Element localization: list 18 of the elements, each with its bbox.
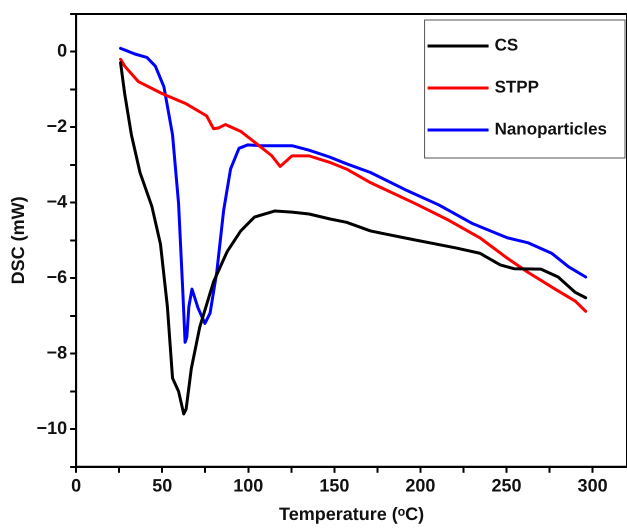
y-tick-label: 0 bbox=[57, 40, 68, 61]
x-tick-label: 100 bbox=[233, 476, 264, 496]
y-axis-title: DSC (mW) bbox=[8, 196, 28, 284]
x-axis-title: Temperature (ᵒC) bbox=[279, 504, 424, 524]
legend-label: Nanoparticles bbox=[494, 120, 608, 139]
x-tick-label: 150 bbox=[319, 476, 350, 496]
x-tick-label: 50 bbox=[152, 476, 172, 496]
legend-label: CS bbox=[494, 36, 518, 55]
x-tick-label: 0 bbox=[71, 476, 82, 496]
y-tick-label: −2 bbox=[46, 116, 68, 136]
legend-label: STPP bbox=[494, 78, 539, 97]
y-tick-label: −8 bbox=[46, 342, 68, 363]
y-tick-label: −6 bbox=[46, 267, 68, 288]
x-tick-label: 300 bbox=[578, 476, 608, 496]
x-tick-label: 200 bbox=[405, 476, 436, 496]
y-tick-label: −10 bbox=[36, 418, 68, 438]
y-tick-label: −4 bbox=[46, 192, 68, 212]
x-tick-label: 250 bbox=[491, 476, 522, 496]
